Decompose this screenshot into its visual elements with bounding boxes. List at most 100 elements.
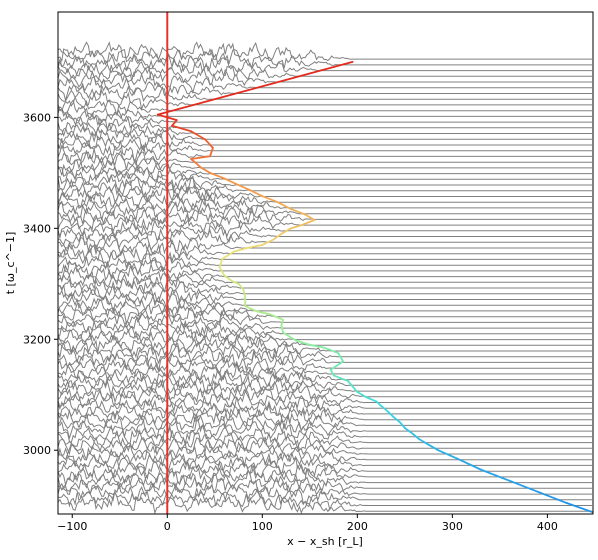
trajectory-segment xyxy=(204,138,214,149)
trajectory-segment xyxy=(437,449,459,460)
trajectory-segment xyxy=(280,318,285,327)
trajectory-segment xyxy=(237,184,252,192)
trajectory-segment xyxy=(221,250,235,260)
trajectory-segment xyxy=(508,479,539,493)
trajectory-segment xyxy=(171,124,183,130)
x-tick-label: 100 xyxy=(252,520,273,533)
profile-line xyxy=(58,316,592,337)
trajectory-segment xyxy=(156,61,354,116)
trajectory-segment xyxy=(237,282,245,291)
profile-line xyxy=(58,399,592,424)
trajectory-segment xyxy=(247,244,264,249)
trajectory-segment xyxy=(180,127,192,133)
profile-line xyxy=(58,356,592,379)
profile-line xyxy=(58,441,592,467)
profile-line xyxy=(58,339,592,360)
x-tick-label: 300 xyxy=(442,520,463,533)
profile-line xyxy=(58,189,592,211)
trajectory-segment xyxy=(427,443,440,452)
trajectory-segment xyxy=(375,400,382,407)
trajectory-segment xyxy=(244,305,252,310)
trajectory-segment xyxy=(194,133,207,141)
y-tick-label: 3000 xyxy=(23,444,51,457)
profile-line xyxy=(58,304,592,326)
trajectory-segment xyxy=(230,280,240,285)
trajectory-segment xyxy=(337,352,344,363)
profile-line xyxy=(58,378,592,401)
profile-line xyxy=(58,178,592,201)
profile-line xyxy=(58,486,592,512)
profile-line xyxy=(58,41,592,62)
profile-line xyxy=(58,453,592,477)
trajectory-segment xyxy=(199,166,211,174)
trajectory-segment xyxy=(456,457,482,471)
y-axis-label: t [ω_c^−1] xyxy=(4,232,17,295)
profile-line xyxy=(58,437,592,457)
x-tick-label: −100 xyxy=(57,520,87,533)
y-tick-label: 3400 xyxy=(23,222,51,235)
profile-line xyxy=(58,388,592,413)
trajectory-segment xyxy=(261,195,278,203)
trajectory-segment xyxy=(308,343,325,349)
trajectory-segment xyxy=(418,438,430,446)
profile-line xyxy=(58,213,592,237)
trajectory-segment xyxy=(289,208,306,216)
profile-line xyxy=(58,412,592,437)
profile-line xyxy=(58,264,592,287)
trajectory-segment xyxy=(280,324,285,334)
profile-line xyxy=(58,57,592,81)
trajectory-segment xyxy=(386,410,395,418)
profile-line xyxy=(58,328,592,349)
trajectory-segment xyxy=(323,346,340,355)
profile-line xyxy=(58,312,592,331)
trajectory-segment xyxy=(194,161,202,169)
profile-line xyxy=(58,259,592,280)
profile-line xyxy=(58,88,592,112)
profile-line xyxy=(58,459,592,481)
trajectory-segment xyxy=(171,119,178,127)
profile-line xyxy=(58,374,592,396)
profile-line xyxy=(58,475,592,497)
profile-line xyxy=(58,292,592,317)
trajectory-segment xyxy=(399,421,406,429)
profile-line xyxy=(58,236,592,259)
profile-line xyxy=(58,51,592,73)
trajectory-segment xyxy=(275,200,292,210)
profile-line xyxy=(58,332,592,356)
profile-line xyxy=(58,322,592,344)
profile-line xyxy=(58,144,592,166)
trajectory-segment xyxy=(232,246,249,253)
profile-line xyxy=(58,247,592,273)
trajectory-segment xyxy=(351,385,359,393)
trajectory-segment xyxy=(156,113,178,122)
trajectory-segment xyxy=(242,288,247,299)
profile-line xyxy=(58,206,592,231)
profile-line xyxy=(58,95,592,117)
trajectory-segment xyxy=(289,224,302,230)
trajectory-segment xyxy=(346,379,354,388)
profile-line xyxy=(58,173,592,196)
profile-line xyxy=(58,76,592,101)
trajectory-segment xyxy=(565,502,593,514)
profiles-layer xyxy=(58,41,592,514)
trajectory-layer xyxy=(156,61,593,514)
trajectory-segment xyxy=(304,213,316,221)
profile-line xyxy=(58,231,592,252)
profile-line xyxy=(58,277,592,301)
trajectory-segment xyxy=(332,374,342,379)
x-tick-label: 400 xyxy=(537,520,558,533)
profile-line xyxy=(58,116,592,138)
profile-line xyxy=(58,106,592,128)
profile-line xyxy=(58,150,592,173)
trajectory-segment xyxy=(380,404,389,413)
y-axis: 3000 3200 3400 3600 xyxy=(23,111,58,457)
profile-line xyxy=(58,256,592,276)
trajectory-segment xyxy=(256,310,271,316)
trajectory-segment xyxy=(190,130,197,135)
trajectory-segment xyxy=(294,339,311,346)
trajectory-segment xyxy=(280,227,292,235)
x-axis: −100 0 100 200 300 400 xyxy=(57,514,558,533)
trajectory-segment xyxy=(190,155,211,160)
x-tick-label: 200 xyxy=(347,520,368,533)
